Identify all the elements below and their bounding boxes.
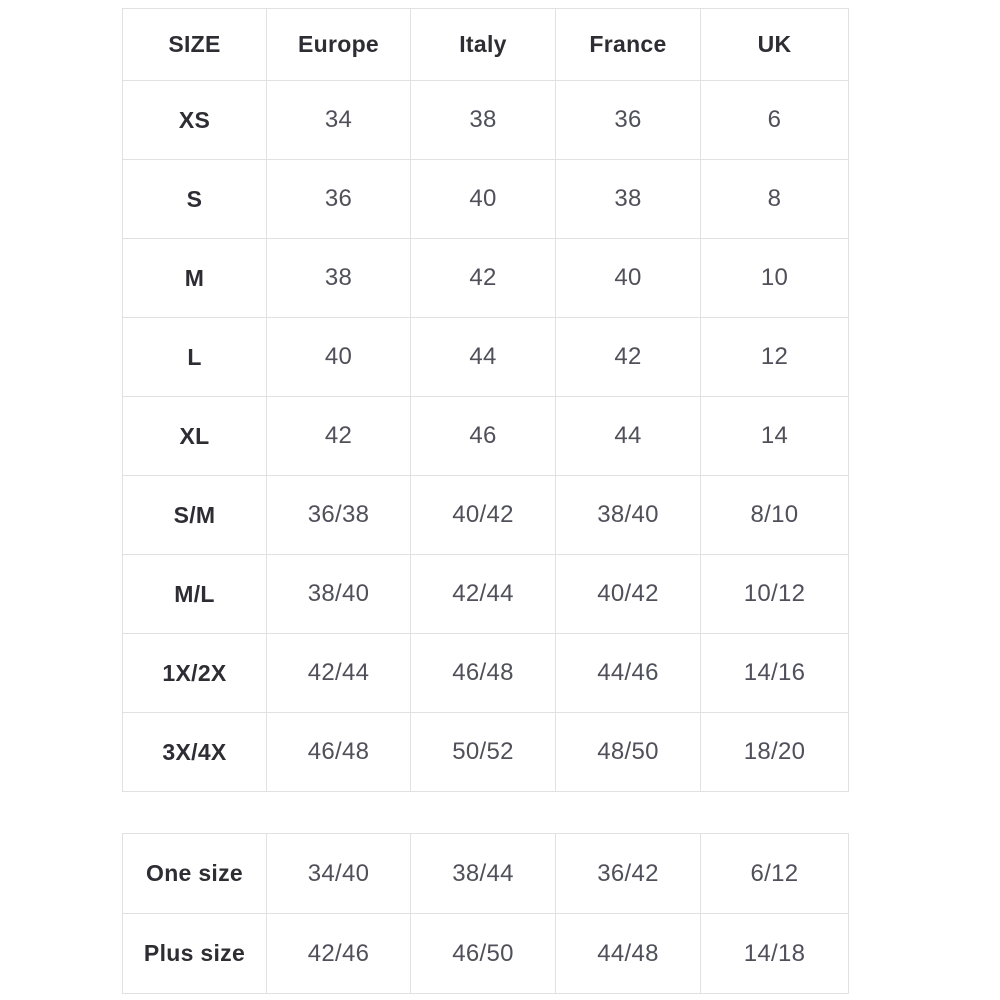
value-cell-europe: 46/48 — [266, 712, 411, 792]
value-cell-italy: 38 — [410, 80, 556, 160]
table-row-l: L 40 44 42 12 — [122, 317, 849, 397]
table-row-3x4x: 3X/4X 46/48 50/52 48/50 18/20 — [122, 712, 849, 792]
row-label-cell: S — [122, 159, 267, 239]
value-cell-uk: 14/18 — [700, 913, 849, 994]
value-cell-europe: 42/44 — [266, 633, 411, 713]
value-cell-europe: 42/46 — [266, 913, 411, 994]
header-cell-italy: Italy — [410, 8, 556, 81]
table-row-1x2x: 1X/2X 42/44 46/48 44/46 14/16 — [122, 633, 849, 713]
value-cell-uk: 8/10 — [700, 475, 849, 555]
size-table-body: XS 34 38 36 6 S 36 40 38 8 M 38 42 40 10 — [122, 80, 849, 792]
row-label-cell: L — [122, 317, 267, 397]
size-conversion-table: SIZE Europe Italy France UK XS 34 38 36 … — [122, 8, 849, 792]
value-cell-europe: 40 — [266, 317, 411, 397]
value-cell-uk: 6 — [700, 80, 849, 160]
table-row-one-size: One size 34/40 38/44 36/42 6/12 — [122, 833, 849, 914]
row-label-cell: M/L — [122, 554, 267, 634]
table-row-xl: XL 42 46 44 14 — [122, 396, 849, 476]
value-cell-europe: 34 — [266, 80, 411, 160]
header-row: SIZE Europe Italy France UK — [122, 8, 849, 81]
value-cell-france: 40 — [555, 238, 701, 318]
table-row-sm: S/M 36/38 40/42 38/40 8/10 — [122, 475, 849, 555]
value-cell-uk: 10 — [700, 238, 849, 318]
value-cell-france: 44 — [555, 396, 701, 476]
value-cell-france: 40/42 — [555, 554, 701, 634]
row-label-cell: One size — [122, 833, 267, 914]
value-cell-italy: 46/48 — [410, 633, 556, 713]
value-cell-france: 36/42 — [555, 833, 701, 914]
row-label-cell: Plus size — [122, 913, 267, 994]
table-row-ml: M/L 38/40 42/44 40/42 10/12 — [122, 554, 849, 634]
value-cell-france: 36 — [555, 80, 701, 160]
value-cell-france: 44/48 — [555, 913, 701, 994]
value-cell-uk: 8 — [700, 159, 849, 239]
table-row-xs: XS 34 38 36 6 — [122, 80, 849, 160]
value-cell-italy: 40/42 — [410, 475, 556, 555]
value-cell-europe: 36/38 — [266, 475, 411, 555]
header-cell-europe: Europe — [266, 8, 411, 81]
row-label-cell: M — [122, 238, 267, 318]
header-cell-france: France — [555, 8, 701, 81]
value-cell-europe: 42 — [266, 396, 411, 476]
value-cell-europe: 38/40 — [266, 554, 411, 634]
special-size-table: One size 34/40 38/44 36/42 6/12 Plus siz… — [122, 833, 849, 994]
table-row-m: M 38 42 40 10 — [122, 238, 849, 318]
value-cell-italy: 50/52 — [410, 712, 556, 792]
value-cell-france: 42 — [555, 317, 701, 397]
value-cell-uk: 18/20 — [700, 712, 849, 792]
row-label-cell: 3X/4X — [122, 712, 267, 792]
row-label-cell: S/M — [122, 475, 267, 555]
value-cell-uk: 12 — [700, 317, 849, 397]
value-cell-france: 44/46 — [555, 633, 701, 713]
row-label-cell: XS — [122, 80, 267, 160]
table-row-s: S 36 40 38 8 — [122, 159, 849, 239]
value-cell-europe: 34/40 — [266, 833, 411, 914]
value-cell-uk: 6/12 — [700, 833, 849, 914]
value-cell-france: 38 — [555, 159, 701, 239]
value-cell-europe: 36 — [266, 159, 411, 239]
size-table-header: SIZE Europe Italy France UK — [122, 8, 849, 81]
value-cell-italy: 42/44 — [410, 554, 556, 634]
value-cell-uk: 14 — [700, 396, 849, 476]
header-cell-uk: UK — [700, 8, 849, 81]
table-row-plus-size: Plus size 42/46 46/50 44/48 14/18 — [122, 913, 849, 994]
header-cell-size: SIZE — [122, 8, 267, 81]
value-cell-uk: 14/16 — [700, 633, 849, 713]
value-cell-italy: 46 — [410, 396, 556, 476]
value-cell-italy: 42 — [410, 238, 556, 318]
value-cell-italy: 44 — [410, 317, 556, 397]
value-cell-italy: 46/50 — [410, 913, 556, 994]
value-cell-italy: 40 — [410, 159, 556, 239]
value-cell-france: 48/50 — [555, 712, 701, 792]
row-label-cell: XL — [122, 396, 267, 476]
value-cell-uk: 10/12 — [700, 554, 849, 634]
value-cell-italy: 38/44 — [410, 833, 556, 914]
value-cell-europe: 38 — [266, 238, 411, 318]
row-label-cell: 1X/2X — [122, 633, 267, 713]
special-size-table-body: One size 34/40 38/44 36/42 6/12 Plus siz… — [122, 833, 849, 994]
value-cell-france: 38/40 — [555, 475, 701, 555]
